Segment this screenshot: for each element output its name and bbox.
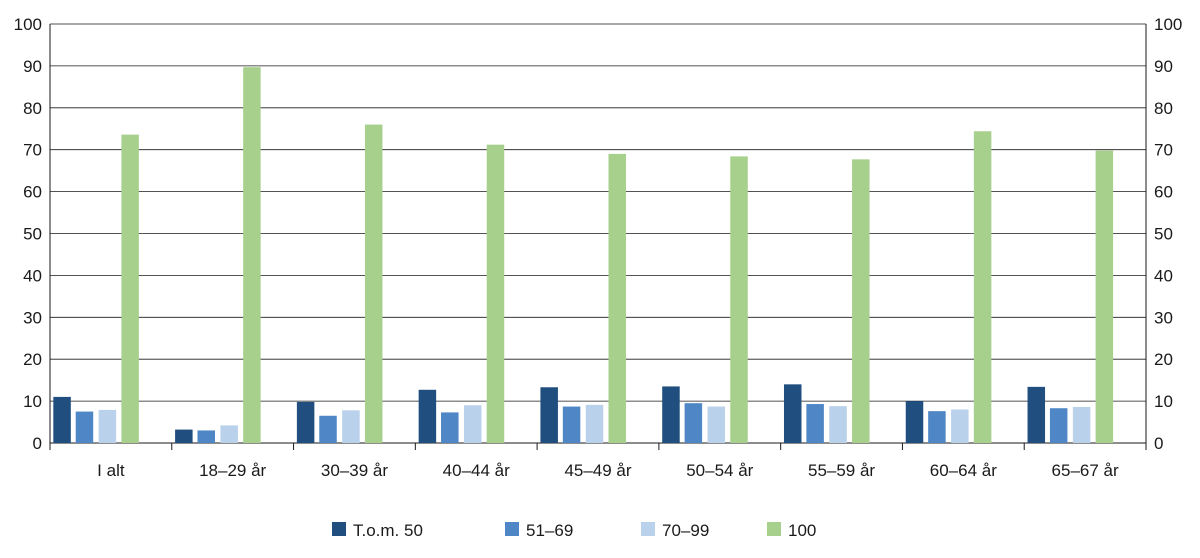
bar-t-o-m-50 xyxy=(418,389,437,443)
bar-t-o-m-50 xyxy=(905,401,924,443)
bar-100 xyxy=(608,153,626,443)
y-axis-left-ticks: 0 10 20 30 40 50 60 70 80 90 100 xyxy=(14,15,42,453)
y-tick-label-right: 20 xyxy=(1154,350,1173,369)
legend-item: 70–99 xyxy=(641,521,709,540)
bar-t-o-m-50 xyxy=(783,384,802,443)
legend: T.o.m. 50 51–69 70–99 100 xyxy=(332,521,816,540)
x-category-label: 55–59 år xyxy=(808,461,875,480)
bar-70-99 xyxy=(951,409,969,443)
legend-swatch xyxy=(641,522,655,536)
legend-label: 70–99 xyxy=(662,521,709,540)
y-tick-label-left: 20 xyxy=(23,350,42,369)
bar-100 xyxy=(243,67,261,444)
legend-item: T.o.m. 50 xyxy=(332,521,423,540)
y-tick-label-right: 90 xyxy=(1154,57,1173,76)
bar-51-69 xyxy=(806,404,824,443)
bar-100 xyxy=(121,134,139,443)
bar-100 xyxy=(486,144,505,443)
x-category-label: 45–49 år xyxy=(564,461,631,480)
bar-t-o-m-50 xyxy=(175,429,193,443)
bar-51-69 xyxy=(684,403,703,443)
x-category-label: 40–44 år xyxy=(443,461,510,480)
legend-swatch xyxy=(505,522,519,536)
legend-label: 51–69 xyxy=(526,521,573,540)
bar-51-69 xyxy=(928,411,946,443)
bar-t-o-m-50 xyxy=(53,396,71,443)
y-tick-label-right: 80 xyxy=(1154,99,1173,118)
bar-51-69 xyxy=(197,430,215,443)
y-tick-label-left: 30 xyxy=(23,308,42,327)
bar-51-69 xyxy=(319,415,337,443)
legend-item: 100 xyxy=(767,521,816,540)
y-tick-label-right: 70 xyxy=(1154,141,1173,160)
bar-t-o-m-50 xyxy=(662,386,680,443)
x-category-label: 65–67 år xyxy=(1052,461,1119,480)
y-tick-label-right: 40 xyxy=(1154,266,1173,285)
y-tick-label-left: 0 xyxy=(33,434,42,453)
bar-100 xyxy=(730,156,748,444)
bar-t-o-m-50 xyxy=(296,401,315,443)
bar-51-69 xyxy=(75,411,94,443)
bar-70-99 xyxy=(707,406,726,443)
y-tick-label-left: 40 xyxy=(23,266,42,285)
bar-70-99 xyxy=(829,406,847,443)
bar-51-69 xyxy=(1049,408,1068,443)
bar-70-99 xyxy=(220,425,238,443)
x-category-label: 30–39 år xyxy=(321,461,388,480)
x-category-label: I alt xyxy=(97,461,125,480)
bar-51-69 xyxy=(562,406,581,443)
bar-100 xyxy=(364,124,383,443)
legend-swatch xyxy=(332,522,346,536)
bar-100 xyxy=(973,131,992,444)
bar-70-99 xyxy=(98,409,117,443)
y-tick-label-right: 30 xyxy=(1154,308,1173,327)
legend-swatch xyxy=(767,522,781,536)
legend-label: 100 xyxy=(788,521,816,540)
y-tick-label-left: 60 xyxy=(23,183,42,202)
y-tick-label-left: 70 xyxy=(23,141,42,160)
y-tick-label-left: 10 xyxy=(23,392,42,411)
x-category-label: 50–54 år xyxy=(686,461,753,480)
y-tick-label-right: 60 xyxy=(1154,183,1173,202)
y-tick-label-left: 80 xyxy=(23,99,42,118)
y-tick-label-left: 90 xyxy=(23,57,42,76)
y-tick-label-right: 0 xyxy=(1154,434,1163,453)
bar-100 xyxy=(1095,150,1114,443)
x-category-label: 18–29 år xyxy=(199,461,266,480)
legend-label: T.o.m. 50 xyxy=(353,521,423,540)
bar-70-99 xyxy=(585,404,604,443)
y-tick-label-right: 100 xyxy=(1154,15,1182,34)
x-axis-categories: I alt 18–29 år 30–39 år 40–44 år 45–49 år 50–… xyxy=(97,461,1119,480)
bar-t-o-m-50 xyxy=(1027,386,1046,443)
bar-51-69 xyxy=(441,412,459,443)
bar-t-o-m-50 xyxy=(540,387,558,443)
bars xyxy=(53,67,1114,444)
bar-70-99 xyxy=(342,410,360,443)
legend-item: 51–69 xyxy=(505,521,573,540)
gridlines xyxy=(50,23,1146,402)
y-tick-label-left: 100 xyxy=(14,15,42,34)
y-tick-label-left: 50 xyxy=(23,225,42,244)
y-tick-label-right: 50 xyxy=(1154,225,1173,244)
x-category-label: 60–64 år xyxy=(930,461,997,480)
y-tick-label-right: 10 xyxy=(1154,392,1173,411)
y-axis-right-ticks: 0 10 20 30 40 50 60 70 80 90 100 xyxy=(1154,15,1182,453)
bar-70-99 xyxy=(1072,406,1091,443)
bar-100 xyxy=(852,159,870,443)
bar-70-99 xyxy=(463,405,482,443)
